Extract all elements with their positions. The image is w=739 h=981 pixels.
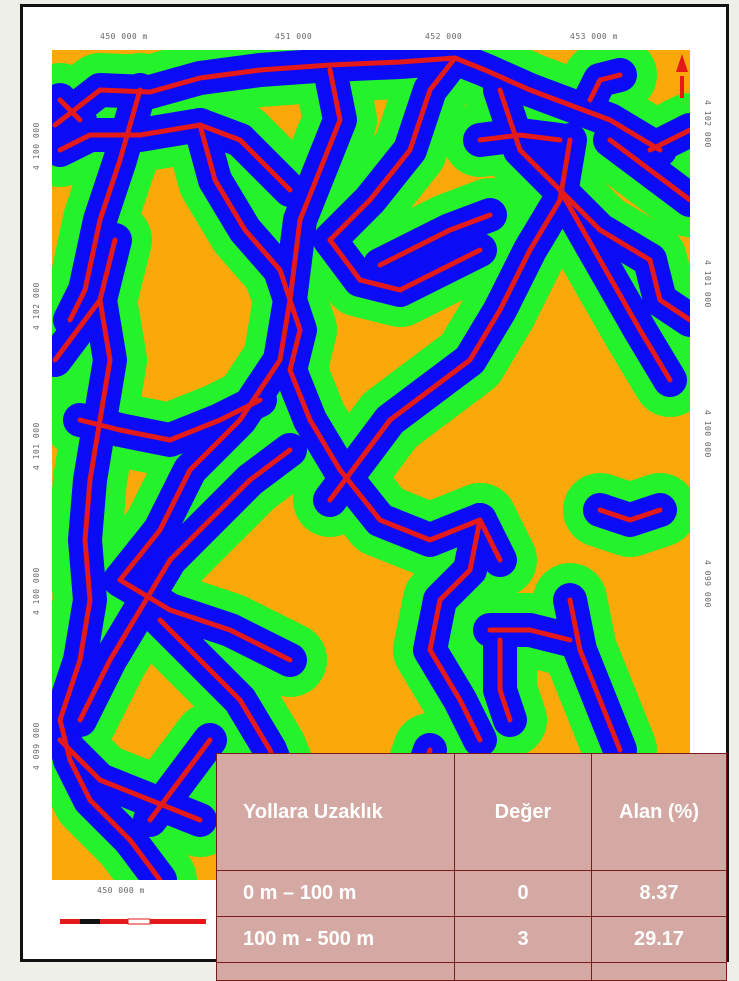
table-row: [216, 962, 727, 981]
road-segment: [607, 137, 690, 203]
right-coord-label: 4 101 000: [703, 260, 712, 308]
cell-area: 8.37: [591, 870, 727, 917]
left-coord-label: 4 099 000: [32, 722, 41, 770]
road-segment: [587, 72, 623, 103]
road-segment: [557, 187, 673, 383]
road-segment: [147, 737, 213, 823]
top-coord-label: 450 000 m: [100, 32, 148, 41]
right-coord-label: 4 099 000: [703, 560, 712, 608]
top-coord-label: 453 000 m: [570, 32, 618, 41]
cell-range: 100 m - 500 m: [216, 916, 455, 963]
bottom-coord-label: 450 000 m: [97, 886, 145, 895]
left-coord-label: 4 100 000: [32, 567, 41, 615]
scale-bar: [60, 918, 206, 925]
road-segment: [647, 257, 690, 323]
table-header-row: Yollara Uzaklık Değer Alan (%): [216, 753, 727, 871]
road-segment: [567, 597, 623, 753]
road-segment: [477, 517, 503, 563]
road-segment: [57, 737, 203, 823]
cell-range: 0 m – 100 m: [216, 870, 455, 917]
road-segment: [487, 627, 573, 643]
header-area: Alan (%): [591, 753, 727, 871]
cell-area: 29.17: [591, 916, 727, 963]
cell-range: [216, 962, 455, 981]
left-coord-label: 4 101 000: [32, 422, 41, 470]
road-segment: [237, 137, 293, 193]
left-coord-label: 4 102 000: [32, 282, 41, 330]
road-segment: [327, 237, 483, 293]
cell-value: [454, 962, 592, 981]
road-segment: [287, 367, 483, 543]
road-segment: [52, 55, 458, 128]
header-value: Değer: [454, 753, 592, 871]
cell-value: 0: [454, 870, 592, 917]
right-coord-label: 4 102 000: [703, 100, 712, 148]
road-segment: [77, 397, 263, 443]
road-segment: [57, 97, 83, 123]
road-segment: [57, 122, 243, 153]
road-segment: [497, 637, 513, 723]
legend-table: Yollara Uzaklık Değer Alan (%) 0 m – 100…: [216, 753, 727, 981]
road-segment: [427, 517, 483, 743]
road-segment: [197, 122, 303, 373]
north-arrow-icon: [676, 54, 688, 98]
road-segment: [377, 212, 493, 268]
right-coord-label: 4 100 000: [703, 410, 712, 458]
top-coord-label: 451 000: [275, 32, 313, 41]
road-segment: [52, 237, 118, 363]
left-coord-label: 4 100 000: [32, 122, 41, 170]
cell-area: [591, 962, 727, 981]
road-segment: [477, 132, 563, 143]
road-segment: [597, 507, 663, 523]
cell-value: 3: [454, 916, 592, 963]
road-segment: [77, 447, 293, 723]
road-segment: [117, 67, 343, 583]
road-segment: [647, 127, 690, 153]
table-row: 100 m - 500 m 3 29.17: [216, 916, 727, 963]
table-row: 0 m – 100 m 0 8.37: [216, 870, 727, 917]
road-segment: [327, 55, 458, 243]
road-segment: [327, 137, 573, 503]
road-segment: [117, 577, 293, 663]
road-segment: [57, 297, 113, 723]
header-distance: Yollara Uzaklık: [216, 753, 455, 871]
road-segment: [452, 55, 663, 153]
top-coord-label: 452 000: [425, 32, 463, 41]
